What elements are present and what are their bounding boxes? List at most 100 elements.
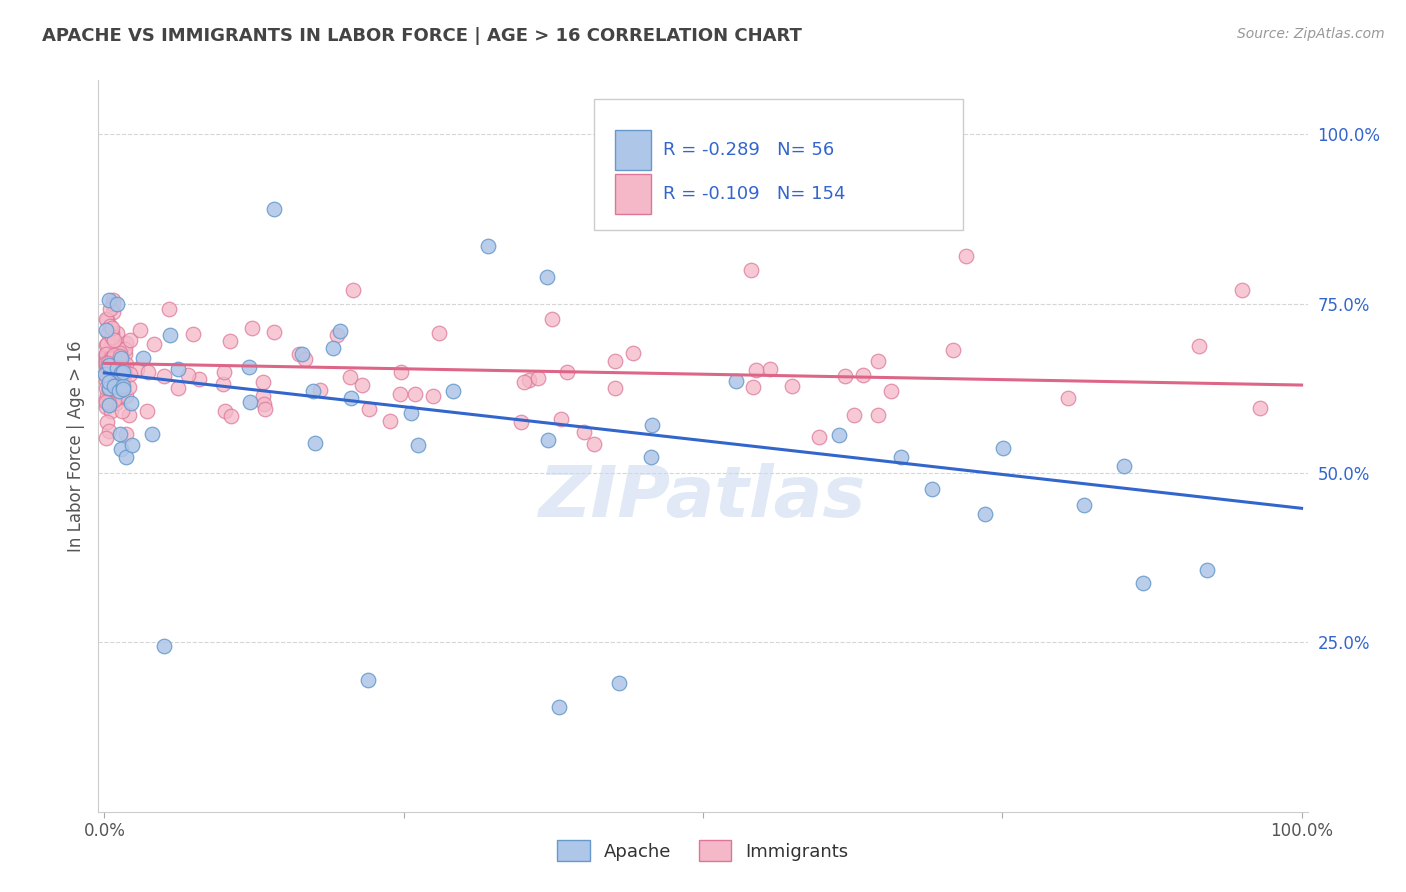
Point: [100, 364, 122, 378]
Point: [96, 313, 118, 327]
Point: [128, 323, 150, 337]
Point: [621, 346, 644, 360]
Point: [187, 371, 209, 385]
Point: [991, 441, 1014, 455]
Point: [100, 404, 122, 418]
Point: [294, 351, 316, 366]
Point: [121, 437, 143, 451]
Point: [326, 327, 349, 342]
Point: [103, 378, 125, 392]
Point: [105, 297, 128, 311]
Point: [98, 381, 121, 395]
Point: [94, 347, 117, 361]
Point: [111, 365, 134, 379]
Point: [301, 384, 323, 398]
Point: [98, 301, 121, 316]
Point: [607, 676, 630, 690]
Point: [125, 362, 148, 376]
Point: [548, 699, 571, 714]
Point: [389, 365, 412, 379]
Point: [111, 361, 134, 376]
Point: [1073, 498, 1095, 512]
Text: R = -0.289   N= 56: R = -0.289 N= 56: [664, 141, 834, 159]
Point: [550, 412, 572, 426]
Point: [759, 362, 782, 376]
Point: [342, 283, 364, 297]
Point: [104, 363, 127, 377]
Point: [519, 373, 541, 387]
Point: [263, 202, 285, 217]
Point: [555, 365, 578, 379]
Point: [973, 507, 995, 521]
Point: [868, 409, 890, 423]
Point: [94, 352, 117, 367]
Point: [105, 396, 128, 410]
Point: [422, 389, 444, 403]
Point: [143, 336, 166, 351]
Point: [740, 263, 762, 277]
Point: [96, 359, 118, 374]
Point: [118, 408, 141, 422]
Point: [166, 381, 188, 395]
Point: [263, 325, 285, 339]
Point: [399, 406, 422, 420]
Point: [100, 369, 122, 384]
Point: [108, 384, 131, 398]
Point: [214, 365, 236, 379]
Point: [107, 341, 129, 355]
Point: [132, 351, 155, 366]
FancyBboxPatch shape: [595, 98, 963, 230]
Point: [404, 387, 426, 401]
Point: [253, 402, 276, 417]
Point: [101, 335, 124, 350]
Point: [136, 365, 159, 379]
Point: [97, 293, 120, 307]
Point: [527, 370, 550, 384]
Point: [157, 302, 180, 317]
Point: [103, 392, 125, 407]
Point: [111, 404, 134, 418]
Point: [329, 324, 352, 338]
Point: [94, 355, 117, 369]
Point: [828, 427, 851, 442]
Point: [890, 450, 912, 465]
Point: [94, 312, 117, 326]
Point: [105, 373, 128, 387]
Point: [166, 362, 188, 376]
Point: [112, 373, 135, 387]
Point: [101, 351, 124, 366]
Point: [96, 370, 118, 384]
Point: [100, 351, 122, 366]
Point: [94, 338, 117, 352]
Point: [1188, 339, 1211, 353]
Point: [100, 321, 122, 335]
Point: [110, 351, 132, 366]
Point: [96, 392, 118, 406]
Point: [603, 353, 626, 368]
Point: [115, 389, 138, 403]
Point: [97, 425, 120, 439]
Point: [98, 382, 121, 396]
Point: [96, 355, 118, 369]
Point: [513, 375, 536, 389]
Point: [97, 359, 120, 373]
Point: [94, 359, 117, 374]
Point: [110, 366, 132, 380]
Point: [112, 361, 135, 376]
Point: [94, 381, 117, 395]
Point: [107, 373, 129, 387]
Point: [94, 394, 117, 409]
FancyBboxPatch shape: [614, 129, 651, 169]
Point: [103, 293, 125, 307]
Point: [153, 639, 176, 653]
Point: [94, 356, 117, 370]
Point: [97, 358, 120, 372]
Y-axis label: In Labor Force | Age > 16: In Labor Force | Age > 16: [67, 340, 86, 552]
Point: [141, 426, 163, 441]
Point: [603, 381, 626, 395]
Point: [107, 374, 129, 388]
Point: [288, 347, 311, 361]
Point: [380, 414, 402, 428]
Point: [118, 333, 141, 347]
Point: [510, 415, 533, 429]
